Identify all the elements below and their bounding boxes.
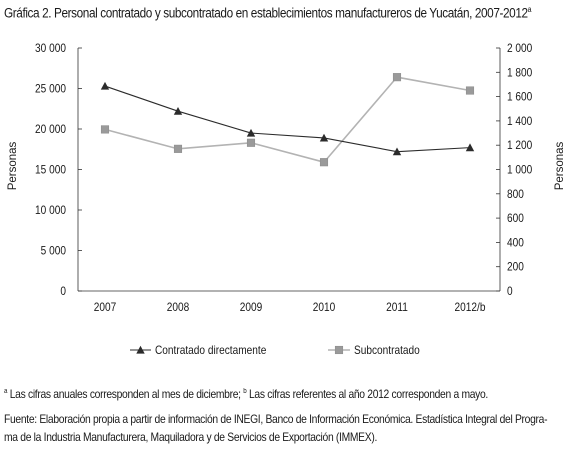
data-point-contratado bbox=[100, 81, 110, 90]
right-tick-label: 400 bbox=[507, 237, 524, 250]
left-tick-label: 25 000 bbox=[35, 83, 66, 96]
footnote-a: a Las cifras anuales corresponden al mes… bbox=[4, 388, 488, 401]
x-tick-label: 2008 bbox=[167, 301, 190, 314]
y-axis-label-right: Personas bbox=[554, 141, 566, 190]
left-tick-label: 30 000 bbox=[35, 42, 66, 55]
data-point-subcontratado bbox=[465, 86, 475, 95]
right-tick-label: 1 800 bbox=[507, 67, 532, 80]
legend-marker-subcontratado bbox=[334, 345, 344, 355]
left-tick-label: 15 000 bbox=[35, 164, 66, 177]
right-tick-label: 1 400 bbox=[507, 115, 532, 128]
left-axis-ticks: 0 5 000 10 000 15 000 20 000 25 000 30 000 bbox=[35, 42, 82, 298]
data-point-contratado bbox=[392, 147, 402, 156]
right-tick-label: 200 bbox=[507, 261, 524, 274]
x-tick-label: 2012/b bbox=[455, 301, 486, 314]
x-axis-ticks: 2007 2008 2009 2010 2011 2012/b bbox=[94, 301, 486, 314]
legend-label-contratado: Contratado directamente bbox=[155, 344, 266, 357]
source-line-1: Fuente: Elaboración propia a partir de i… bbox=[4, 413, 548, 426]
data-point-contratado bbox=[465, 143, 475, 152]
data-point-subcontratado bbox=[173, 144, 183, 153]
y-axis-label-left: Personas bbox=[7, 141, 19, 190]
footnote-b-text: Las cifras referentes al año 2012 corres… bbox=[246, 388, 488, 401]
data-point-contratado bbox=[173, 106, 183, 115]
left-tick-label: 0 bbox=[60, 285, 66, 298]
right-tick-label: 600 bbox=[507, 213, 524, 226]
left-tick-label: 5 000 bbox=[41, 245, 66, 258]
right-tick-label: 0 bbox=[507, 285, 513, 298]
footnote-a-text: Las cifras anuales corresponden al mes d… bbox=[7, 388, 244, 401]
footnote-a-marker: a bbox=[4, 388, 8, 396]
right-tick-label: 1 200 bbox=[507, 140, 532, 153]
left-tick-label: 10 000 bbox=[35, 204, 66, 217]
right-axis-ticks: 0 200 400 600 800 1 000 1 200 1 400 1 600 1 800 2 … bbox=[496, 42, 532, 298]
x-tick-label: 2010 bbox=[313, 301, 336, 314]
chart-title-text: Gráfica 2. Personal contratado y subcont… bbox=[4, 5, 528, 21]
legend-marker-contratado bbox=[136, 345, 145, 354]
x-tick-label: 2009 bbox=[240, 301, 263, 314]
left-tick-label: 20 000 bbox=[35, 123, 66, 136]
footnote-b-marker: b bbox=[243, 388, 247, 396]
legend-label-subcontratado: Subcontratado bbox=[354, 344, 420, 357]
chart-title: Gráfica 2. Personal contratado y subcont… bbox=[4, 5, 532, 21]
right-tick-label: 1 600 bbox=[507, 91, 532, 104]
data-point-subcontratado bbox=[100, 125, 110, 134]
x-tick-label: 2007 bbox=[94, 301, 117, 314]
series-group bbox=[100, 73, 475, 167]
line-chart: 0 5 000 10 000 15 000 20 000 25 000 30 000 0 20… bbox=[7, 42, 566, 357]
series-line-subcontratado bbox=[104, 76, 471, 164]
x-tick-label: 2011 bbox=[386, 301, 408, 314]
series-line-contratado bbox=[104, 85, 471, 153]
data-point-subcontratado bbox=[319, 158, 329, 167]
legend: Contratado directamente Subcontratado bbox=[130, 344, 420, 357]
right-tick-label: 800 bbox=[507, 188, 524, 201]
chart-title-superscript: a bbox=[527, 5, 532, 14]
right-tick-label: 1 000 bbox=[507, 164, 532, 177]
right-tick-label: 2 000 bbox=[507, 42, 532, 55]
data-point-subcontratado bbox=[392, 73, 402, 82]
data-point-contratado bbox=[319, 133, 329, 142]
source-line-2: ma de la Industria Manufacturera, Maquil… bbox=[4, 431, 378, 444]
data-point-contratado bbox=[246, 128, 256, 137]
data-point-subcontratado bbox=[246, 138, 256, 147]
